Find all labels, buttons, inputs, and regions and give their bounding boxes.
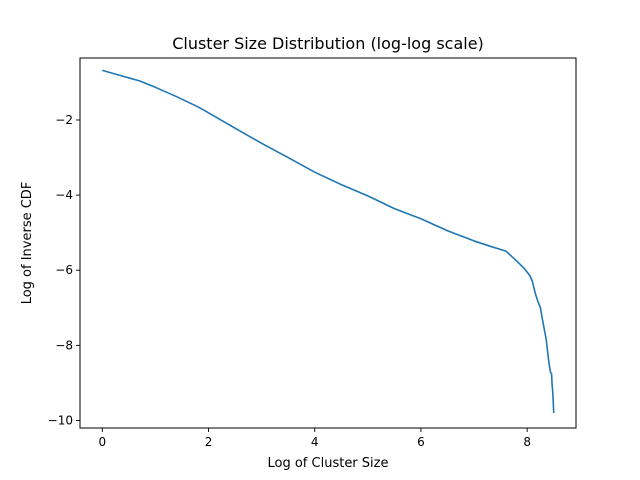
x-tick-label: 4 <box>311 435 319 449</box>
y-tick-label: −6 <box>55 263 73 277</box>
y-tick-label: −8 <box>55 338 73 352</box>
x-axis-label: Log of Cluster Size <box>268 456 389 471</box>
y-tick-label: −4 <box>55 188 73 202</box>
plot-frame <box>79 57 577 429</box>
y-tick-label: −10 <box>48 413 73 427</box>
y-axis-label: Log of Inverse CDF <box>20 182 35 305</box>
ticks-layer: 0 2 4 6 8 −2 −4 −6 −8 −10 <box>48 113 531 449</box>
x-tick-label: 2 <box>205 435 213 449</box>
x-tick-label: 6 <box>417 435 425 449</box>
x-tick-label: 8 <box>523 435 531 449</box>
data-layer <box>102 69 555 414</box>
y-tick-label: −2 <box>55 113 73 127</box>
series-line <box>102 69 555 414</box>
x-tick-label: 0 <box>98 435 106 449</box>
chart-title: Cluster Size Distribution (log-log scale… <box>172 34 484 53</box>
